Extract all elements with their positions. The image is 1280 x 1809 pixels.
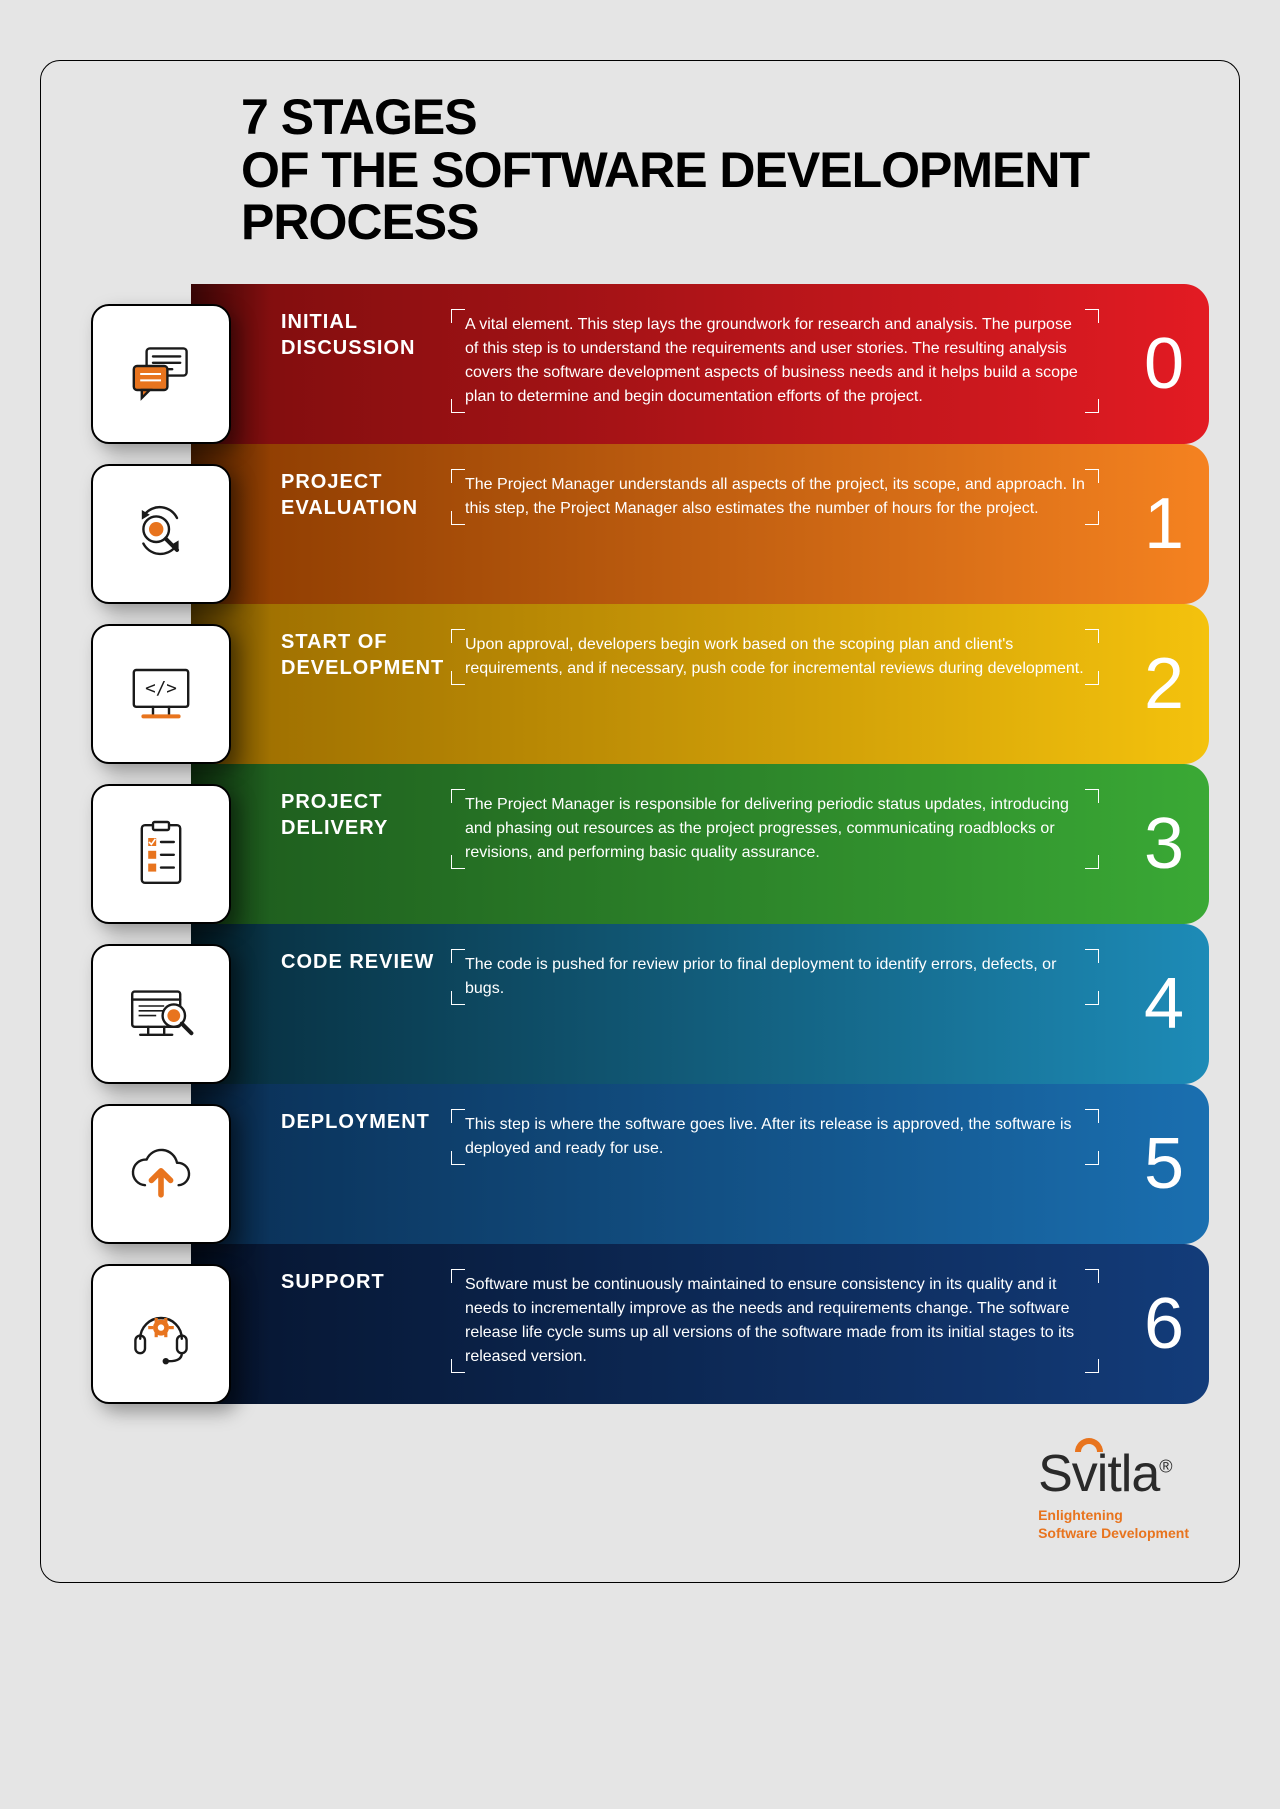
stage-icon-col: </> [71, 604, 251, 764]
stage-icon-box: </> [91, 624, 231, 764]
stage-body: Software must be continuously maintained… [451, 1269, 1099, 1373]
stage-banner-wrap: DEPLOYMENT This step is where the softwa… [251, 1084, 1209, 1244]
stage-icon-box [91, 944, 231, 1084]
stages-list: INITIAL DISCUSSION A vital element. This… [71, 284, 1209, 1404]
stage-body: Upon approval, developers begin work bas… [451, 629, 1099, 685]
title-line-2: OF THE SOFTWARE DEVELOPMENT PROCESS [241, 142, 1089, 251]
stage-title: SUPPORT [281, 1269, 451, 1295]
stage-body-text: Software must be continuously maintained… [465, 1276, 1074, 1365]
stage-body: The Project Manager understands all aspe… [451, 469, 1099, 525]
stage-icon-col [71, 1244, 251, 1404]
brand-logo: Svitla® Enlightening Software Developmen… [1038, 1444, 1189, 1542]
stage-title: PROJECT EVALUATION [281, 469, 451, 521]
stage-number: 6 [1144, 1288, 1184, 1360]
stage-body: The code is pushed for review prior to f… [451, 949, 1099, 1005]
stage-banner-wrap: INITIAL DISCUSSION A vital element. This… [251, 284, 1209, 444]
stage-icon-col [71, 284, 251, 444]
stage-body-text: The Project Manager understands all aspe… [465, 476, 1085, 517]
stage-banner-wrap: START OF DEVELOPMENT Upon approval, deve… [251, 604, 1209, 764]
stage-title: START OF DEVELOPMENT [281, 629, 451, 681]
logo-tagline: Enlightening Software Development [1038, 1506, 1189, 1542]
stage-number: 4 [1144, 968, 1184, 1040]
stage-row: INITIAL DISCUSSION A vital element. This… [71, 284, 1209, 444]
stage-icon-box [91, 1264, 231, 1404]
logo-arc-icon [1075, 1438, 1103, 1452]
stage-row: SUPPORT Software must be continuously ma… [71, 1244, 1209, 1404]
stage-banner: PROJECT EVALUATION The Project Manager u… [191, 444, 1209, 604]
footer: Svitla® Enlightening Software Developmen… [71, 1444, 1209, 1542]
stage-number: 3 [1144, 808, 1184, 880]
stage-banner-wrap: SUPPORT Software must be continuously ma… [251, 1244, 1209, 1404]
logo-registered: ® [1159, 1456, 1171, 1476]
stage-body-text: The code is pushed for review prior to f… [465, 956, 1056, 997]
stage-title: INITIAL DISCUSSION [281, 309, 451, 361]
stage-banner: DEPLOYMENT This step is where the softwa… [191, 1084, 1209, 1244]
stage-icon-col [71, 764, 251, 924]
stage-title: CODE REVIEW [281, 949, 451, 975]
stage-row: </> START OF DEVELOPMENT Upon approval, … [71, 604, 1209, 764]
page-title: 7 STAGES OF THE SOFTWARE DEVELOPMENT PRO… [241, 91, 1209, 249]
stage-body: This step is where the software goes liv… [451, 1109, 1099, 1165]
stage-banner: PROJECT DELIVERY The Project Manager is … [191, 764, 1209, 924]
stage-number: 0 [1144, 328, 1184, 400]
stage-banner: INITIAL DISCUSSION A vital element. This… [191, 284, 1209, 444]
stage-row: PROJECT DELIVERY The Project Manager is … [71, 764, 1209, 924]
stage-icon-col [71, 924, 251, 1084]
stage-body-text: This step is where the software goes liv… [465, 1116, 1072, 1157]
stage-banner-wrap: PROJECT DELIVERY The Project Manager is … [251, 764, 1209, 924]
stage-banner-wrap: CODE REVIEW The code is pushed for revie… [251, 924, 1209, 1084]
stage-icon-col [71, 1084, 251, 1244]
stage-row: PROJECT EVALUATION The Project Manager u… [71, 444, 1209, 604]
stage-body-text: Upon approval, developers begin work bas… [465, 636, 1084, 677]
stage-number: 1 [1144, 488, 1184, 560]
stage-title: PROJECT DELIVERY [281, 789, 451, 841]
stage-icon-col [71, 444, 251, 604]
svg-text:</>: </> [145, 679, 177, 699]
stage-body-text: A vital element. This step lays the grou… [465, 316, 1078, 405]
infographic-container: 7 STAGES OF THE SOFTWARE DEVELOPMENT PRO… [40, 60, 1240, 1583]
stage-banner-wrap: PROJECT EVALUATION The Project Manager u… [251, 444, 1209, 604]
logo-wordmark: Svitla® [1038, 1444, 1171, 1504]
stage-number: 2 [1144, 648, 1184, 720]
stage-icon-box [91, 304, 231, 444]
stage-icon-box [91, 784, 231, 924]
stage-row: CODE REVIEW The code is pushed for revie… [71, 924, 1209, 1084]
stage-body-text: The Project Manager is responsible for d… [465, 796, 1069, 861]
stage-body: A vital element. This step lays the grou… [451, 309, 1099, 413]
stage-banner: CODE REVIEW The code is pushed for revie… [191, 924, 1209, 1084]
title-line-1: 7 STAGES [241, 89, 477, 145]
stage-title: DEPLOYMENT [281, 1109, 451, 1135]
stage-banner: SUPPORT Software must be continuously ma… [191, 1244, 1209, 1404]
stage-banner: START OF DEVELOPMENT Upon approval, deve… [191, 604, 1209, 764]
stage-icon-box [91, 464, 231, 604]
stage-icon-box [91, 1104, 231, 1244]
stage-row: DEPLOYMENT This step is where the softwa… [71, 1084, 1209, 1244]
stage-number: 5 [1144, 1128, 1184, 1200]
stage-body: The Project Manager is responsible for d… [451, 789, 1099, 869]
